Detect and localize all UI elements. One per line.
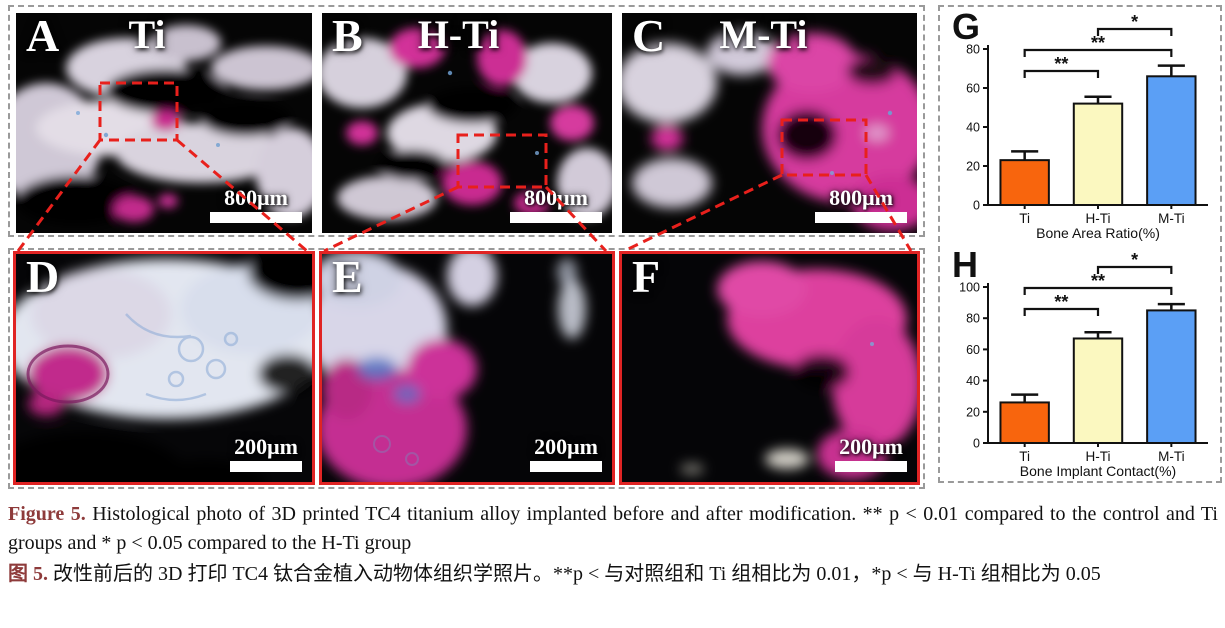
chart-G-bone-area-ratio: 0 20 40 60 80 Ti H-Ti M-Ti Bone Area Ratio(%) ** *…	[948, 6, 1216, 250]
svg-text:G: G	[952, 9, 980, 47]
scale-bar-label: 200μm	[534, 434, 598, 459]
caption-chinese-label: 图 5.	[8, 563, 48, 585]
panel-F-photo-zoom-MTi: F 200μm	[619, 251, 920, 485]
scale-bar: 200μm	[530, 436, 602, 472]
scale-bar-rule	[530, 461, 602, 472]
svg-text:Ti: Ti	[1019, 449, 1030, 464]
svg-text:60: 60	[966, 82, 980, 96]
scale-bar: 200μm	[835, 436, 907, 472]
panel-C-photo-MTi: C M-Ti 800μm	[622, 13, 917, 233]
svg-text:**: **	[1091, 271, 1105, 291]
panel-B-photo-HTi: B H-Ti 800μm	[322, 13, 612, 233]
scale-bar-label: 800μm	[829, 185, 893, 210]
svg-text:*: *	[1131, 250, 1138, 270]
panel-letter: D	[26, 251, 60, 302]
scale-bar: 800μm	[510, 187, 602, 223]
svg-text:60: 60	[966, 343, 980, 357]
scale-bar-rule	[510, 212, 602, 223]
scale-bar-rule	[835, 461, 907, 472]
svg-text:40: 40	[966, 374, 980, 388]
svg-text:80: 80	[966, 312, 980, 326]
scale-bar-label: 800μm	[524, 185, 588, 210]
caption-english-label: Figure 5.	[8, 503, 86, 525]
panel-D-histology-art	[16, 254, 312, 482]
panel-F-histology-art	[622, 254, 917, 482]
svg-text:20: 20	[966, 160, 980, 174]
svg-text:100: 100	[959, 281, 980, 295]
panel-D-photo-zoom-Ti: D 200μm	[13, 251, 315, 485]
charts-box: 0 20 40 60 80 Ti H-Ti M-Ti Bone Area Ratio(%) ** *…	[938, 5, 1222, 483]
svg-text:Ti: Ti	[1019, 211, 1030, 226]
histology-top-row-box: A Ti 800μm	[8, 5, 925, 237]
scale-bar-rule	[230, 461, 302, 472]
panel-letter: E	[332, 251, 363, 302]
panel-E-photo-zoom-HTi: E 200μm	[319, 251, 615, 485]
svg-text:M-Ti: M-Ti	[1158, 449, 1185, 464]
svg-text:**: **	[1054, 292, 1068, 312]
svg-text:M-Ti: M-Ti	[1158, 211, 1185, 226]
panel-group-label: M-Ti	[719, 13, 808, 57]
svg-text:H-Ti: H-Ti	[1086, 449, 1111, 464]
panel-group-label: H-Ti	[417, 13, 500, 57]
panel-letter: C	[632, 13, 666, 61]
scale-bar-rule	[815, 212, 907, 223]
svg-text:0: 0	[973, 437, 980, 451]
panel-letter: A	[26, 13, 60, 61]
caption-chinese-text: 改性前后的 3D 打印 TC4 钛合金植入动物体组织学照片。**p < 与对照组…	[53, 563, 1101, 585]
svg-text:**: **	[1054, 54, 1068, 74]
caption-chinese: 图 5. 改性前后的 3D 打印 TC4 钛合金植入动物体组织学照片。**p <…	[8, 560, 1218, 589]
panel-group-label: Ti	[128, 13, 166, 57]
caption-english: Figure 5. Histological photo of 3D print…	[8, 500, 1218, 558]
panel-A-photo-Ti: A Ti 800μm	[16, 13, 312, 233]
scale-bar-label: 200μm	[234, 434, 298, 459]
scale-bar-label: 800μm	[224, 185, 288, 210]
panel-letter: F	[632, 251, 661, 302]
svg-text:H: H	[952, 247, 978, 285]
scale-bar-label: 200μm	[839, 434, 903, 459]
panel-letter: B	[332, 13, 363, 61]
svg-text:Bone Implant Contact(%): Bone Implant Contact(%)	[1020, 463, 1176, 479]
svg-text:40: 40	[966, 121, 980, 135]
svg-text:**: **	[1091, 33, 1105, 53]
svg-text:H-Ti: H-Ti	[1086, 211, 1111, 226]
svg-text:Bone Area Ratio(%): Bone Area Ratio(%)	[1036, 225, 1160, 241]
svg-text:0: 0	[973, 199, 980, 213]
panel-E-histology-art	[322, 254, 612, 482]
caption-english-text: Histological photo of 3D printed TC4 tit…	[8, 503, 1218, 554]
histology-bottom-row-box: D 200μm	[8, 248, 925, 489]
scale-bar: 800μm	[815, 187, 907, 223]
scale-bar: 200μm	[230, 436, 302, 472]
chart-H-bone-implant-contact: 0 20 40 60 80 100 Ti H-Ti M-Ti Bone Implant Conta…	[948, 244, 1216, 488]
scale-bar: 800μm	[210, 187, 302, 223]
svg-text:*: *	[1131, 12, 1138, 32]
scale-bar-rule	[210, 212, 302, 223]
svg-text:80: 80	[966, 43, 980, 57]
svg-text:20: 20	[966, 405, 980, 419]
figure-caption: Figure 5. Histological photo of 3D print…	[8, 500, 1218, 591]
